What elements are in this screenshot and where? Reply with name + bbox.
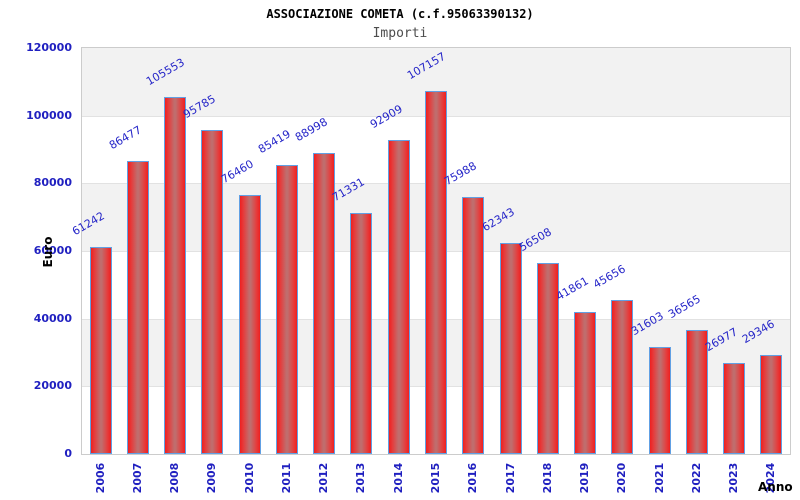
- bar: [760, 355, 782, 454]
- x-tick-label: 2013: [354, 462, 367, 494]
- bar: [313, 153, 335, 454]
- chart-title: ASSOCIAZIONE COMETA (c.f.95063390132): [266, 7, 534, 21]
- bar: [611, 300, 633, 454]
- x-tick-label: 2021: [653, 462, 666, 494]
- x-tick-label: 2016: [466, 462, 479, 494]
- bar: [425, 91, 447, 454]
- y-tick-label: 20000: [33, 379, 72, 392]
- bar: [462, 197, 484, 454]
- bar: [90, 247, 112, 454]
- x-tick-label: 2020: [615, 462, 628, 494]
- y-tick-label: 0: [64, 447, 72, 460]
- bar: [388, 140, 410, 454]
- bar: [127, 161, 149, 454]
- x-tick-label: 2009: [205, 462, 218, 494]
- bar: [723, 363, 745, 454]
- x-tick-label: 2018: [541, 462, 554, 494]
- x-tick-label: 2008: [168, 462, 181, 494]
- chart-subtitle: Importi: [372, 26, 428, 41]
- x-tick-label: 2007: [131, 462, 144, 494]
- x-tick-label: 2019: [578, 462, 591, 494]
- bar: [239, 195, 261, 454]
- y-axis-title: Euro: [41, 236, 55, 268]
- bar: [276, 165, 298, 454]
- bar: [537, 263, 559, 454]
- y-tick-label: 60000: [33, 244, 72, 257]
- x-tick-label: 2023: [727, 462, 740, 494]
- y-tick-label: 80000: [33, 176, 72, 189]
- y-tick-label: 100000: [26, 109, 72, 122]
- bar: [201, 130, 223, 454]
- y-tick-label: 40000: [33, 312, 72, 325]
- x-tick-label: 2017: [504, 462, 517, 494]
- y-tick-label: 120000: [26, 41, 72, 54]
- x-tick-label: 2010: [243, 462, 256, 494]
- x-axis-title: Anno: [758, 480, 793, 494]
- x-tick-label: 2011: [280, 462, 293, 494]
- bar: [164, 97, 186, 454]
- x-tick-label: 2015: [429, 462, 442, 494]
- x-tick-label: 2022: [690, 462, 703, 494]
- bar: [574, 312, 596, 454]
- x-tick-label: 2006: [94, 462, 107, 494]
- bar: [686, 330, 708, 454]
- plot-area: 61242 86477 105553 95785 76460 85419 88998 7133…: [70, 47, 791, 455]
- bar: [649, 347, 671, 454]
- bar: [350, 213, 372, 454]
- x-tick-label: 2014: [392, 462, 405, 494]
- bar: [500, 243, 522, 454]
- x-tick-label: 2012: [317, 462, 330, 494]
